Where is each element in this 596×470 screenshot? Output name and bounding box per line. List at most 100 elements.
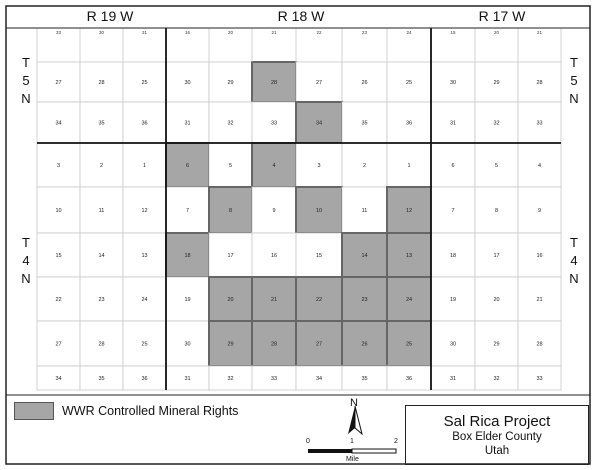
section-label: 35 [98, 121, 104, 127]
section-cell [517, 365, 562, 391]
section-label: 31 [184, 376, 190, 382]
township-boundaries [5, 5, 591, 465]
section-label: 30 [184, 342, 190, 348]
section-cell [430, 186, 476, 234]
section-cell [517, 186, 562, 234]
section-label: 30 [450, 342, 456, 348]
section-label: 21 [536, 297, 542, 303]
section-label: 32 [227, 376, 233, 382]
section-cell [341, 101, 388, 144]
section-label: 28 [271, 342, 277, 348]
controlled-section [386, 276, 432, 322]
controlled-section [295, 320, 343, 367]
controlled-section [295, 101, 343, 144]
controlled-section [386, 320, 432, 367]
section-label: 21 [271, 30, 277, 35]
section-label: 11 [99, 208, 105, 214]
section-label: 22 [316, 297, 322, 303]
section-label: 27 [316, 80, 322, 86]
section-cell [36, 142, 81, 188]
section-label: 36 [141, 121, 147, 127]
section-cell [251, 101, 297, 144]
section-label: 24 [406, 297, 412, 303]
section-label: 3 [317, 163, 320, 169]
section-label: 26 [361, 80, 367, 86]
section-cell [36, 186, 81, 234]
section-label: 5 [229, 163, 232, 169]
section-cell [430, 365, 476, 391]
section-cell [165, 320, 210, 367]
section-label: 15 [316, 253, 322, 259]
scale-tick-1: 1 [350, 438, 354, 445]
section-cell [295, 232, 343, 278]
legend: WWR Controlled Mineral Rights [14, 402, 238, 420]
controlled-section [341, 232, 388, 278]
grid-lines [36, 28, 562, 62]
section-label: 4 [272, 163, 275, 169]
section-label: 18 [450, 253, 456, 259]
section-label: 34 [316, 376, 322, 382]
section-cell [165, 276, 210, 322]
section-cell [79, 365, 124, 391]
section-cell [430, 276, 476, 322]
section-label: 7 [451, 208, 454, 214]
section-cell [251, 232, 297, 278]
map-frame [5, 5, 591, 465]
section-label: 34 [55, 121, 61, 127]
controlled-section [251, 276, 297, 322]
section-label: 33 [271, 376, 277, 382]
section-label: 7 [186, 208, 189, 214]
controlled-section [251, 320, 297, 367]
section-label: 30 [450, 80, 456, 86]
controlled-section [386, 186, 432, 234]
section-label: 19 [184, 297, 190, 303]
scale-unit: Mile [346, 456, 359, 463]
section-label: 36 [141, 376, 147, 382]
section-label: 34 [55, 376, 61, 382]
section-label: 27 [55, 342, 61, 348]
section-label: 36 [406, 376, 412, 382]
section-label: 2 [363, 163, 366, 169]
section-cell [430, 61, 476, 103]
project-title: Sal Rica Project [443, 413, 551, 430]
legend-label: WWR Controlled Mineral Rights [62, 404, 239, 418]
section-label: 18 [184, 253, 190, 259]
controlled-section [341, 276, 388, 322]
section-cell [165, 365, 210, 391]
section-label: 31 [142, 30, 148, 35]
section-label: 17 [493, 253, 499, 259]
section-label: 4 [538, 163, 541, 169]
section-cell [79, 232, 124, 278]
section-label: 31 [450, 376, 456, 382]
section-label: 20 [493, 297, 499, 303]
section-label: 35 [361, 121, 367, 127]
section-cell [474, 320, 519, 367]
section-label: 25 [406, 80, 412, 86]
section-label: 9 [272, 208, 275, 214]
section-label: 31 [184, 121, 190, 127]
section-cell [36, 365, 81, 391]
section-label: 34 [316, 121, 322, 127]
section-label: 28 [98, 80, 104, 86]
section-label: 24 [406, 30, 412, 35]
section-label: 17 [227, 253, 233, 259]
range-label-r19w: R 19 W [86, 8, 134, 24]
section-label: 32 [227, 121, 233, 127]
section-grid [36, 61, 562, 391]
section-cell [122, 142, 167, 188]
section-label: 16 [185, 30, 191, 35]
section-label: 28 [536, 342, 542, 348]
section-label: 23 [361, 297, 367, 303]
section-cell [122, 365, 167, 391]
section-label: 19 [450, 297, 456, 303]
section-label: 16 [536, 253, 542, 259]
section-label: 36 [406, 121, 412, 127]
section-cell [474, 186, 519, 234]
section-label: 33 [536, 121, 542, 127]
section-label: 20 [228, 30, 234, 35]
section-cell [208, 142, 253, 188]
section-cell [79, 320, 124, 367]
section-label: 27 [55, 80, 61, 86]
